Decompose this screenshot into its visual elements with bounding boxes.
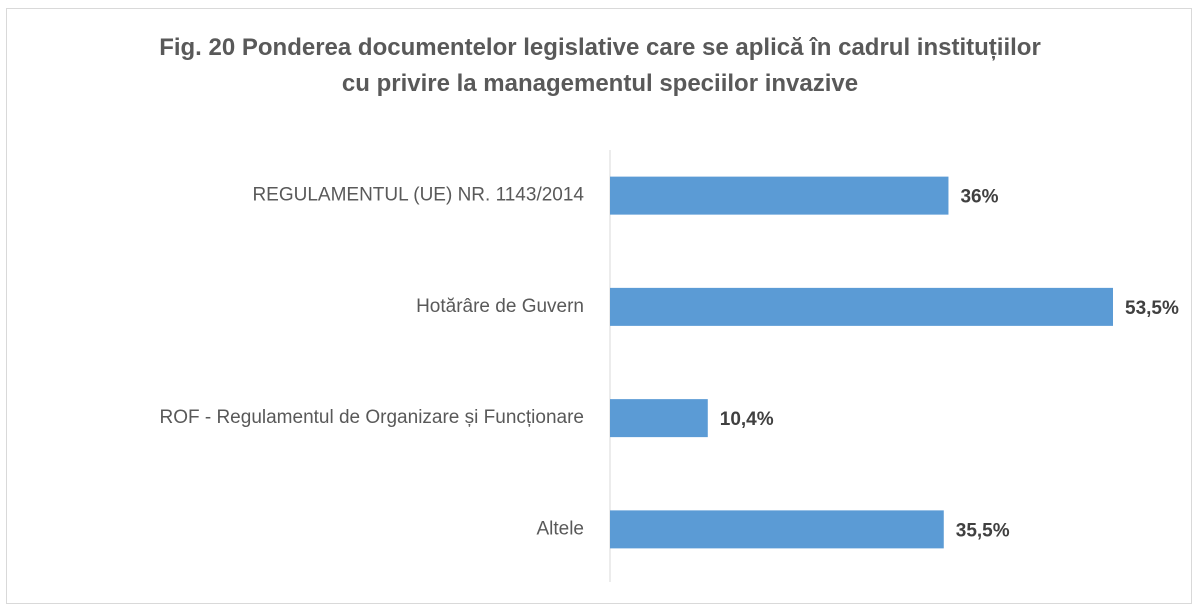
bar: [610, 287, 1113, 326]
data-label: 10,4%: [720, 409, 774, 430]
data-label: 36%: [960, 187, 998, 208]
category-label: Hotărâre de Guvern: [416, 296, 584, 317]
category-label: ROF - Regulamentul de Organizare și Func…: [159, 407, 584, 428]
chart-title: Fig. 20 Ponderea documentelor legislativ…: [159, 34, 1041, 97]
bar: [610, 176, 949, 215]
data-label: 35,5%: [956, 520, 1010, 541]
bar: [610, 510, 944, 549]
category-label: REGULAMENTUL (UE) NR. 1143/2014: [252, 185, 584, 206]
category-label: Altele: [536, 518, 584, 539]
data-label: 53,5%: [1125, 298, 1179, 319]
bar: [610, 399, 708, 438]
chart-frame: [6, 8, 1192, 604]
